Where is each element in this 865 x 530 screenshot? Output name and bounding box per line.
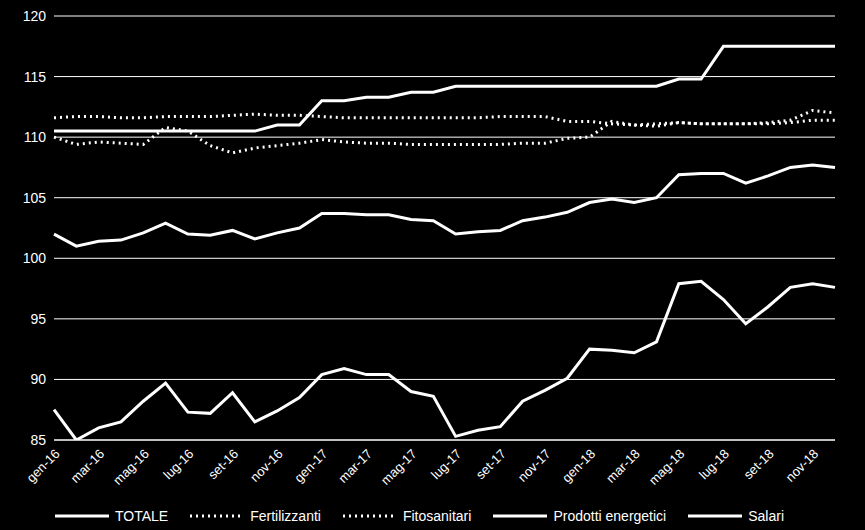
svg-text:mar-16: mar-16 bbox=[68, 446, 108, 486]
svg-text:mag-16: mag-16 bbox=[110, 446, 152, 488]
svg-text:mag-17: mag-17 bbox=[378, 446, 420, 488]
html-text:TOTALE: TOTALE bbox=[115, 508, 169, 524]
svg-text:nov-17: nov-17 bbox=[515, 446, 554, 485]
svg-text:set-16: set-16 bbox=[205, 446, 241, 482]
svg-text:gen-18: gen-18 bbox=[559, 446, 598, 485]
svg-text:110: 110 bbox=[24, 129, 47, 145]
svg-text:mag-18: mag-18 bbox=[646, 446, 688, 488]
svg-text:100: 100 bbox=[23, 250, 47, 266]
svg-text:gen-16: gen-16 bbox=[23, 446, 62, 485]
svg-text:lug-18: lug-18 bbox=[696, 446, 732, 482]
svg-text:115: 115 bbox=[24, 69, 47, 85]
svg-text:90: 90 bbox=[30, 371, 46, 387]
html-text:Salari: Salari bbox=[748, 508, 784, 524]
html-text:Fitosanitari: Fitosanitari bbox=[402, 508, 472, 524]
html-text:Fertilizzanti: Fertilizzanti bbox=[250, 508, 321, 524]
svg-text:set-18: set-18 bbox=[741, 446, 777, 482]
svg-text:lug-16: lug-16 bbox=[160, 446, 196, 482]
svg-text:120: 120 bbox=[23, 8, 47, 24]
svg-text:105: 105 bbox=[23, 190, 47, 206]
svg-text:mar-18: mar-18 bbox=[603, 446, 643, 486]
svg-text:95: 95 bbox=[30, 311, 46, 327]
svg-text:lug-17: lug-17 bbox=[428, 446, 464, 482]
svg-text:85: 85 bbox=[30, 432, 46, 448]
svg-text:gen-17: gen-17 bbox=[291, 446, 330, 485]
svg-text:nov-16: nov-16 bbox=[247, 446, 286, 485]
svg-text:set-17: set-17 bbox=[473, 446, 509, 482]
svg-text:mar-17: mar-17 bbox=[335, 446, 375, 486]
html-text:Prodotti energetici: Prodotti energetici bbox=[553, 508, 667, 524]
svg-text:nov-18: nov-18 bbox=[783, 446, 822, 485]
